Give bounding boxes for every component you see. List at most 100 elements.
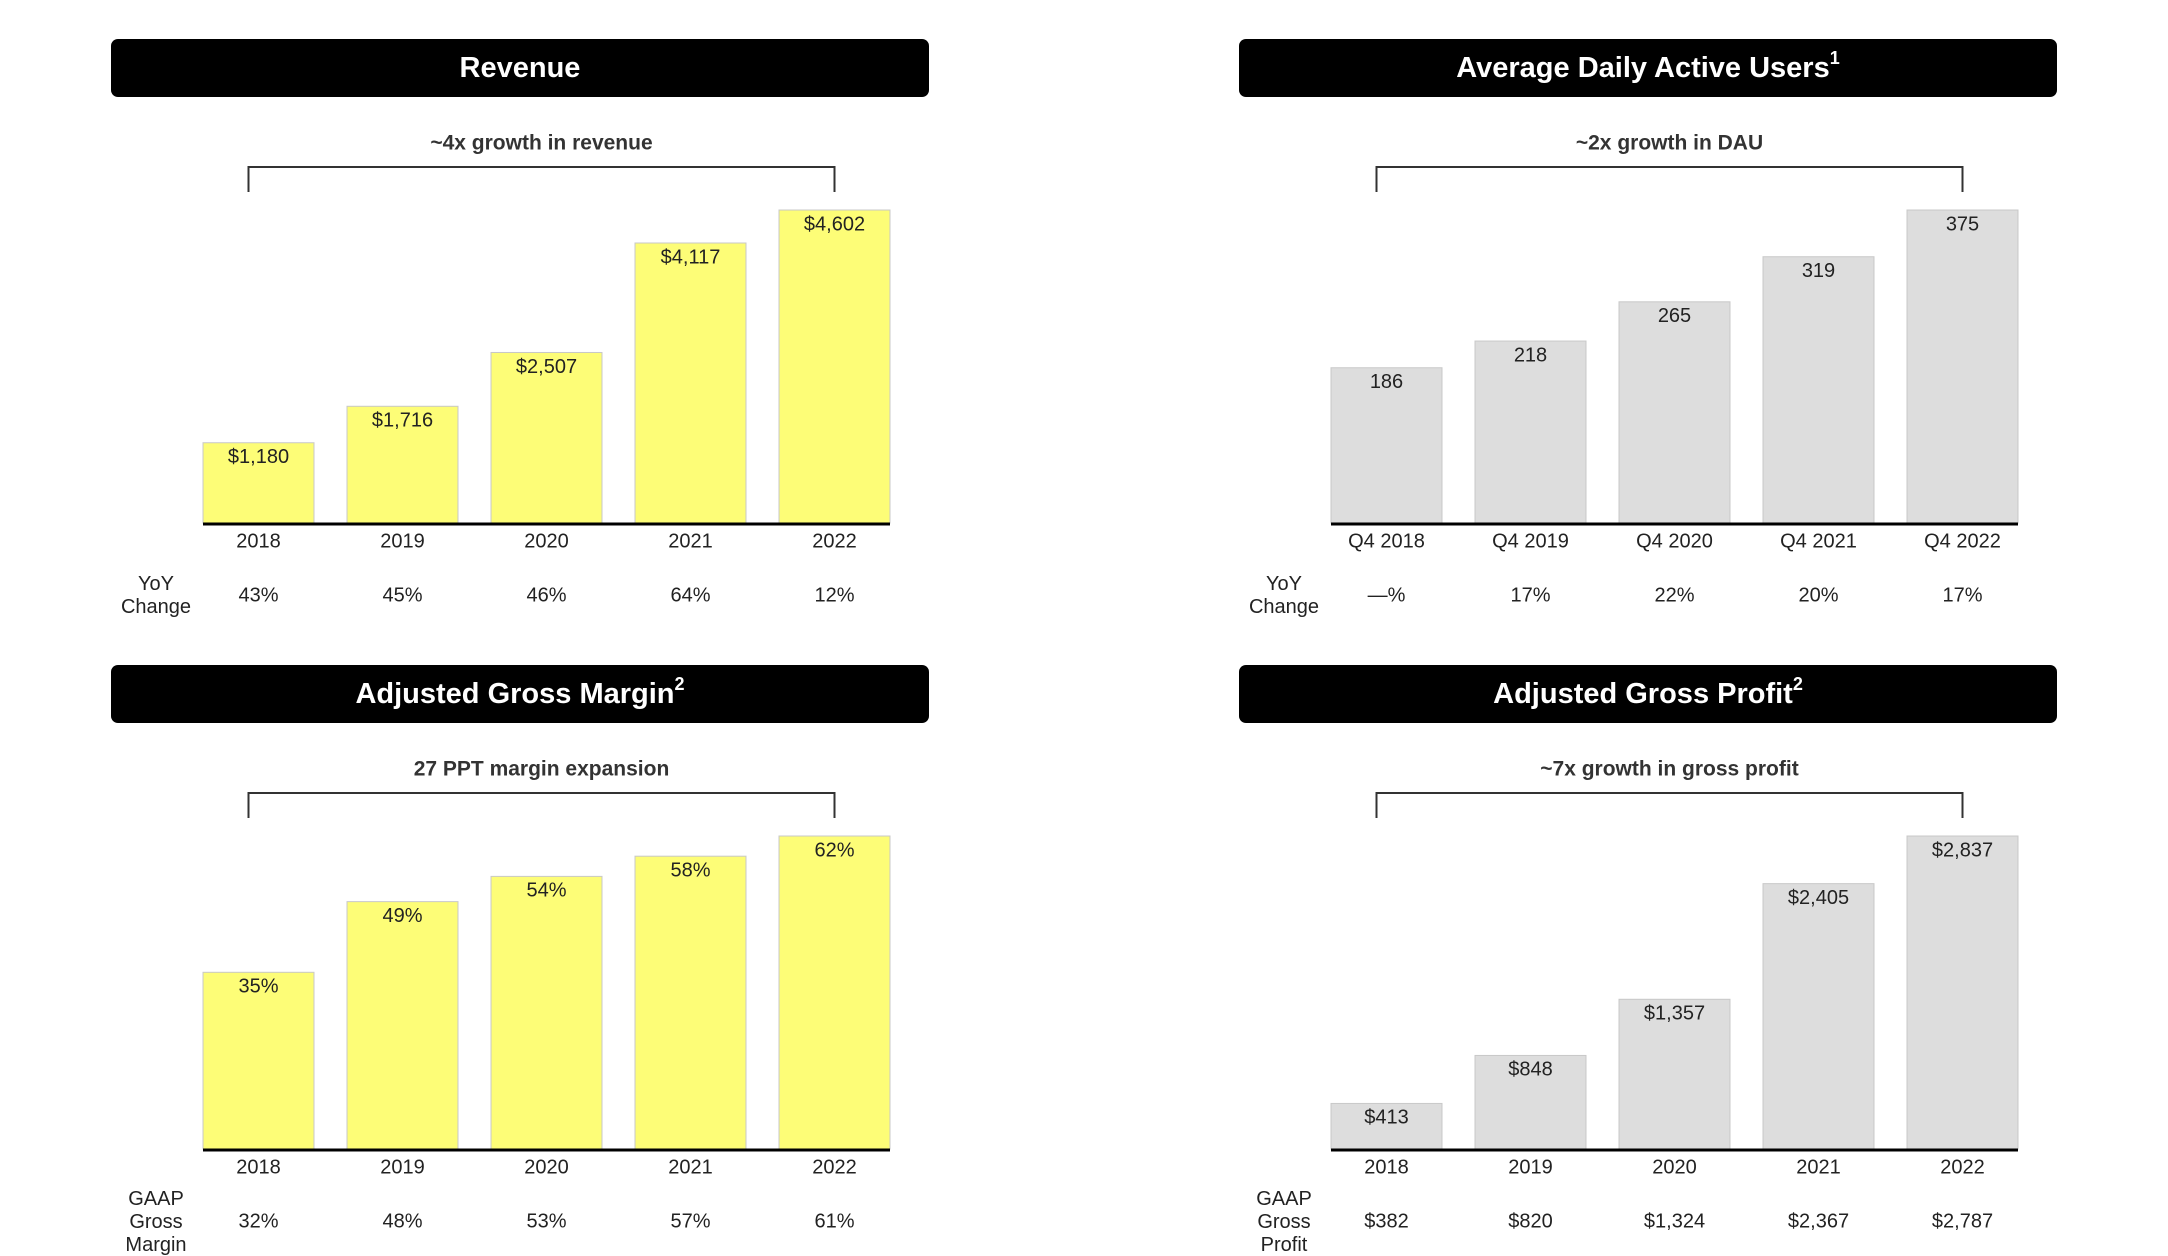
x-tick-label: 2020 <box>1652 1156 1697 1178</box>
bar <box>634 855 747 1150</box>
annotation: ~2x growth in DAU <box>1576 132 1763 155</box>
value-label: $2,507 <box>516 356 577 378</box>
row-value: $2,367 <box>1788 1210 1849 1232</box>
x-tick-label: Q4 2022 <box>1924 530 2001 552</box>
bracket <box>1375 166 1964 192</box>
chart-title: Adjusted Gross Margin2 <box>355 674 684 710</box>
x-tick-label: 2022 <box>812 1156 857 1178</box>
row-value: 48% <box>382 1210 422 1232</box>
title-banner <box>111 665 929 723</box>
value-label: $1,180 <box>228 446 289 468</box>
title-superscript: 2 <box>675 674 685 694</box>
row-value: 20% <box>1798 584 1838 606</box>
value-label: 375 <box>1946 213 1979 235</box>
value-label: $2,837 <box>1932 839 1993 861</box>
annotation: ~7x growth in gross profit <box>1540 758 1798 781</box>
x-tick-label: 2021 <box>668 530 713 552</box>
row-value: 32% <box>238 1210 278 1232</box>
bar <box>1618 301 1731 524</box>
row-value: 17% <box>1510 584 1550 606</box>
row-label-box: YoY Change <box>1249 573 1319 618</box>
x-tick-label: 2019 <box>380 1156 425 1178</box>
chart-title: Average Daily Active Users1 <box>1456 48 1839 84</box>
row-value: 43% <box>238 584 278 606</box>
annotation: 27 PPT margin expansion <box>414 758 670 781</box>
title-text: Average Daily Active Users <box>1456 52 1829 84</box>
x-tick-label: 2019 <box>1508 1156 1553 1178</box>
row-label-box: GAAP Gross Profit <box>1256 1187 1312 1256</box>
title-text: Revenue <box>460 52 581 84</box>
value-label: 58% <box>670 859 710 881</box>
x-tick-label: 2019 <box>380 530 425 552</box>
bracket <box>247 166 836 192</box>
bar <box>490 875 603 1150</box>
bar <box>778 209 891 524</box>
row-value: 17% <box>1942 584 1982 606</box>
value-label: 186 <box>1370 371 1403 393</box>
title-banner <box>111 39 929 97</box>
row-value: $1,324 <box>1644 1210 1705 1232</box>
x-tick-label: Q4 2019 <box>1492 530 1569 552</box>
bar <box>1762 883 1875 1150</box>
chart: Adjusted Gross Margin2 27 PPT margin expa… <box>111 665 929 1256</box>
value-label: 49% <box>382 905 422 927</box>
x-tick-label: 2022 <box>812 530 857 552</box>
row-value: 57% <box>670 1210 710 1232</box>
value-label: $4,602 <box>804 213 865 235</box>
value-label: 265 <box>1658 305 1691 327</box>
bar <box>778 835 891 1150</box>
x-tick-label: 2020 <box>524 1156 569 1178</box>
bar <box>1330 367 1443 524</box>
value-label: $1,357 <box>1644 1003 1705 1025</box>
value-label: $2,405 <box>1788 887 1849 909</box>
bar <box>202 971 315 1150</box>
chart-title: Adjusted Gross Profit2 <box>1493 674 1803 710</box>
value-label: 35% <box>238 976 278 998</box>
value-label: $413 <box>1364 1107 1409 1129</box>
bar <box>1906 835 2019 1150</box>
chart: Adjusted Gross Profit2 ~7x growth in gros… <box>1239 665 2057 1256</box>
title-text: Adjusted Gross Profit <box>1493 678 1793 710</box>
row-value: 53% <box>526 1210 566 1232</box>
row-value: 45% <box>382 584 422 606</box>
value-label: $4,117 <box>661 246 721 268</box>
row-value: 46% <box>526 584 566 606</box>
chart: Revenue ~4x growth in revenue $1,180 2018 43… <box>111 39 929 618</box>
bar <box>1618 998 1731 1150</box>
x-tick-label: 2021 <box>1796 1156 1841 1178</box>
row-value: $820 <box>1508 1210 1553 1232</box>
row-value: 61% <box>814 1210 854 1232</box>
row-value: —% <box>1368 584 1406 606</box>
value-label: 218 <box>1514 344 1547 366</box>
annotation: ~4x growth in revenue <box>430 132 652 155</box>
row-label: GAAP Gross Margin <box>125 1187 187 1256</box>
title-banner <box>1239 39 2057 97</box>
title-superscript: 2 <box>1793 674 1803 694</box>
value-label: 62% <box>814 839 854 861</box>
bar <box>1474 1054 1587 1150</box>
bar <box>1474 340 1587 524</box>
x-tick-label: Q4 2018 <box>1348 530 1425 552</box>
row-label: YoY Change <box>120 573 192 618</box>
x-tick-label: 2020 <box>524 530 569 552</box>
row-label: GAAP Gross Profit <box>1256 1187 1312 1256</box>
row-value: 12% <box>814 584 854 606</box>
x-tick-label: Q4 2021 <box>1780 530 1857 552</box>
bracket <box>247 792 836 818</box>
bar <box>490 351 603 524</box>
bar <box>1906 209 2019 524</box>
row-label-box: YoY Change <box>120 573 192 618</box>
bar <box>1330 1102 1443 1150</box>
x-tick-label: 2018 <box>236 1156 281 1178</box>
chart-title: Revenue <box>460 52 581 84</box>
row-value: $2,787 <box>1932 1210 1993 1232</box>
row-label-box: GAAP Gross Margin <box>125 1187 187 1256</box>
bracket <box>1375 792 1964 818</box>
x-tick-label: 2021 <box>668 1156 713 1178</box>
value-label: $1,716 <box>372 410 433 432</box>
bar <box>1762 256 1875 524</box>
chart: Average Daily Active Users1 ~2x growth in… <box>1239 39 2057 618</box>
title-superscript: 1 <box>1830 48 1840 68</box>
x-tick-label: 2022 <box>1940 1156 1985 1178</box>
